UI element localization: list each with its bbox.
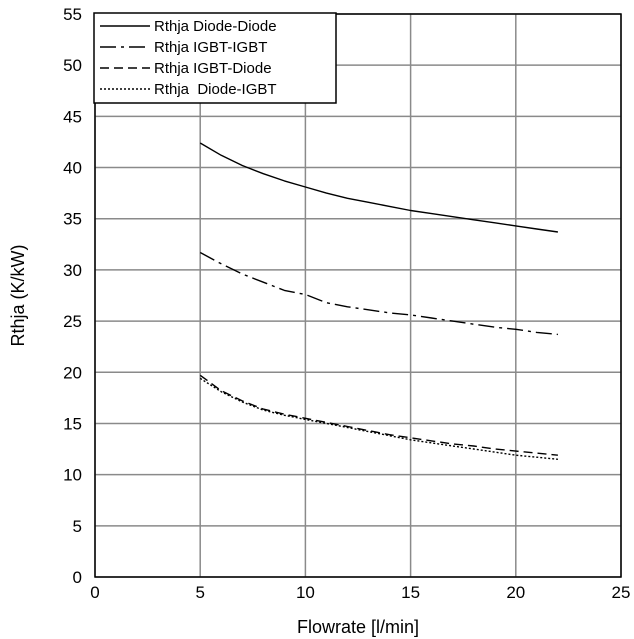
y-tick-label: 50 [63,56,82,75]
series-line-1 [199,142,558,233]
y-tick-label: 45 [63,107,82,126]
x-axis-tick-labels: 0 5 10 15 20 25 [90,583,630,602]
legend-label-2: Rthja IGBT-IGBT [154,39,267,56]
y-tick-label: 15 [63,414,82,433]
x-tick-label: 15 [401,583,420,602]
y-axis-tick-labels: 0 5 10 15 20 25 30 35 40 45 50 55 [63,5,82,587]
x-axis-title: Flowrate [l/min] [297,617,419,637]
series-line-4 [199,377,558,460]
y-tick-label: 35 [63,210,82,229]
y-tick-label: 5 [73,517,82,536]
y-tick-label: 55 [63,5,82,24]
y-tick-label: 20 [63,363,82,382]
x-tick-label: 0 [90,583,99,602]
x-tick-label: 25 [612,583,631,602]
y-tick-label: 0 [73,568,82,587]
y-axis-title: Rthja (K/kW) [8,244,28,346]
y-tick-label: 25 [63,312,82,331]
y-tick-label: 30 [63,261,82,280]
legend-label-4: Rthja Diode-IGBT [154,81,277,98]
legend: Rthja Diode-Diode Rthja IGBT-IGBT Rthja IG… [93,12,337,104]
y-tick-label: 10 [63,466,82,485]
series-lines [199,142,558,460]
legend-box [93,12,337,104]
y-tick-label: 40 [63,159,82,178]
x-tick-label: 20 [506,583,525,602]
gridlines [94,13,622,578]
x-tick-label: 5 [195,583,204,602]
series-line-2 [199,251,558,336]
legend-label-1: Rthja Diode-Diode [154,18,277,35]
series-line-3 [199,374,558,456]
plot-area-frame [94,13,622,578]
legend-label-3: Rthja IGBT-Diode [154,60,272,77]
x-tick-label: 10 [296,583,315,602]
